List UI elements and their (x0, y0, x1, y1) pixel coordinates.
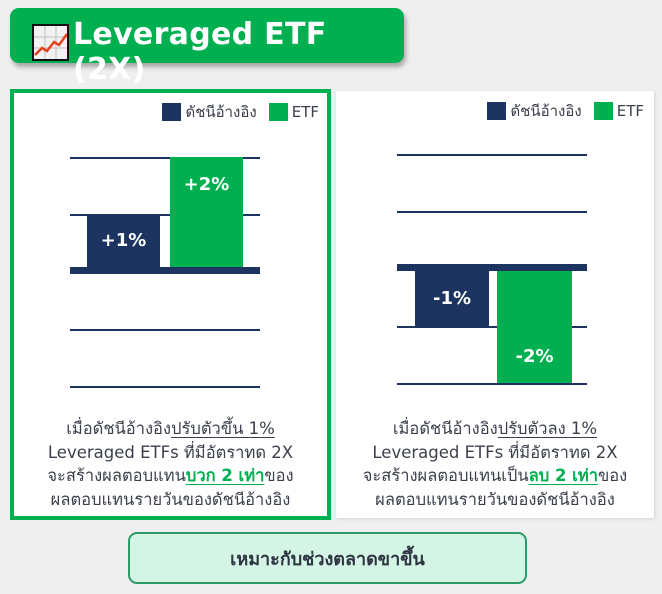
legend-swatch-etf (593, 102, 613, 120)
desc-text: Leveraged ETFs ที่มีอัตราทด 2X (372, 442, 618, 462)
bar-chart-up: +1% +2% (70, 157, 260, 392)
chart-legend: ดัชนีอ้างอิง ETF (475, 99, 644, 123)
gridline (70, 157, 260, 159)
bar-label-etf: -2% (515, 346, 554, 367)
legend-label-etf: ETF (616, 102, 644, 120)
legend-item-etf: ETF (593, 102, 644, 120)
bar-index: -1% (415, 271, 489, 326)
panel-market-down[interactable]: ดัชนีอ้างอิง ETF -1% -2% เมื่อดัชนีอ้างอ… (336, 91, 654, 518)
desc-text: ของ (597, 466, 628, 485)
legend-item-etf: ETF (268, 103, 319, 121)
chart-legend: ดัชนีอ้างอิง ETF (150, 100, 319, 124)
gridline (70, 386, 260, 388)
desc-underlined: ปรับตัวขึ้น 1% (171, 419, 275, 438)
desc-text: ผลตอบแทนรายวันของดัชนีอ้างอิง (50, 489, 291, 509)
bar-etf: +2% (170, 157, 243, 267)
description: เมื่อดัชนีอ้างอิงปรับตัวลง 1% Leveraged … (336, 417, 654, 511)
legend-swatch-index (487, 102, 507, 120)
desc-text: ของ (264, 466, 294, 485)
legend-item-index: ดัชนีอ้างอิง (162, 100, 257, 124)
desc-highlight: ลบ 2 เท่า (528, 466, 598, 485)
legend-label-index: ดัชนีอ้างอิง (185, 103, 257, 121)
bar-chart-down: -1% -2% (397, 154, 587, 389)
desc-text: จะสร้างผลตอบแทนเป็น (362, 466, 529, 485)
gridline (397, 154, 587, 156)
gridline (70, 214, 260, 216)
title-banner: Leveraged ETF (2X) (10, 8, 404, 87)
legend-swatch-index (162, 103, 182, 121)
description: เมื่อดัชนีอ้างอิงปรับตัวขึ้น 1% Leverage… (14, 417, 327, 511)
desc-text: ผลตอบแทนรายวันของดัชนีอ้างอิง (375, 489, 615, 509)
desc-text: จะสร้างผลตอบแทน (47, 466, 186, 485)
desc-highlight: บวก 2 เท่า (185, 466, 265, 485)
gridline (397, 383, 587, 385)
desc-text: เมื่อดัชนีอ้างอิง (392, 419, 498, 438)
gridline (70, 329, 260, 331)
desc-underlined: ปรับตัวลง 1% (497, 419, 598, 438)
bar-label-index: +1% (100, 230, 147, 251)
gridline (397, 211, 587, 213)
page-title: Leveraged ETF (2X) (73, 17, 327, 87)
bar-label-etf: +2% (183, 174, 230, 195)
bar-index: +1% (87, 214, 160, 267)
zero-axis-line (70, 267, 260, 274)
bar-label-index: -1% (432, 288, 472, 309)
gridline (397, 326, 587, 328)
panel-market-up[interactable]: ดัชนีอ้างอิง ETF +1% +2% เมื่อดัชนีอ้างอ… (10, 89, 331, 520)
legend-swatch-etf (268, 103, 288, 121)
suitable-market-button[interactable]: เหมาะกับช่วงตลาดขาขึ้น (128, 532, 527, 584)
zero-axis-line (397, 264, 587, 271)
desc-text: Leveraged ETFs ที่มีอัตราทด 2X (47, 442, 294, 462)
desc-text: เมื่อดัชนีอ้างอิง (66, 419, 172, 438)
bar-etf: -2% (497, 271, 572, 383)
legend-label-etf: ETF (291, 103, 319, 121)
legend-item-index: ดัชนีอ้างอิง (487, 99, 582, 123)
legend-label-index: ดัชนีอ้างอิง (510, 102, 582, 120)
suitable-market-label: เหมาะกับช่วงตลาดขาขึ้น (230, 548, 425, 570)
chart-increasing-icon (32, 24, 69, 61)
